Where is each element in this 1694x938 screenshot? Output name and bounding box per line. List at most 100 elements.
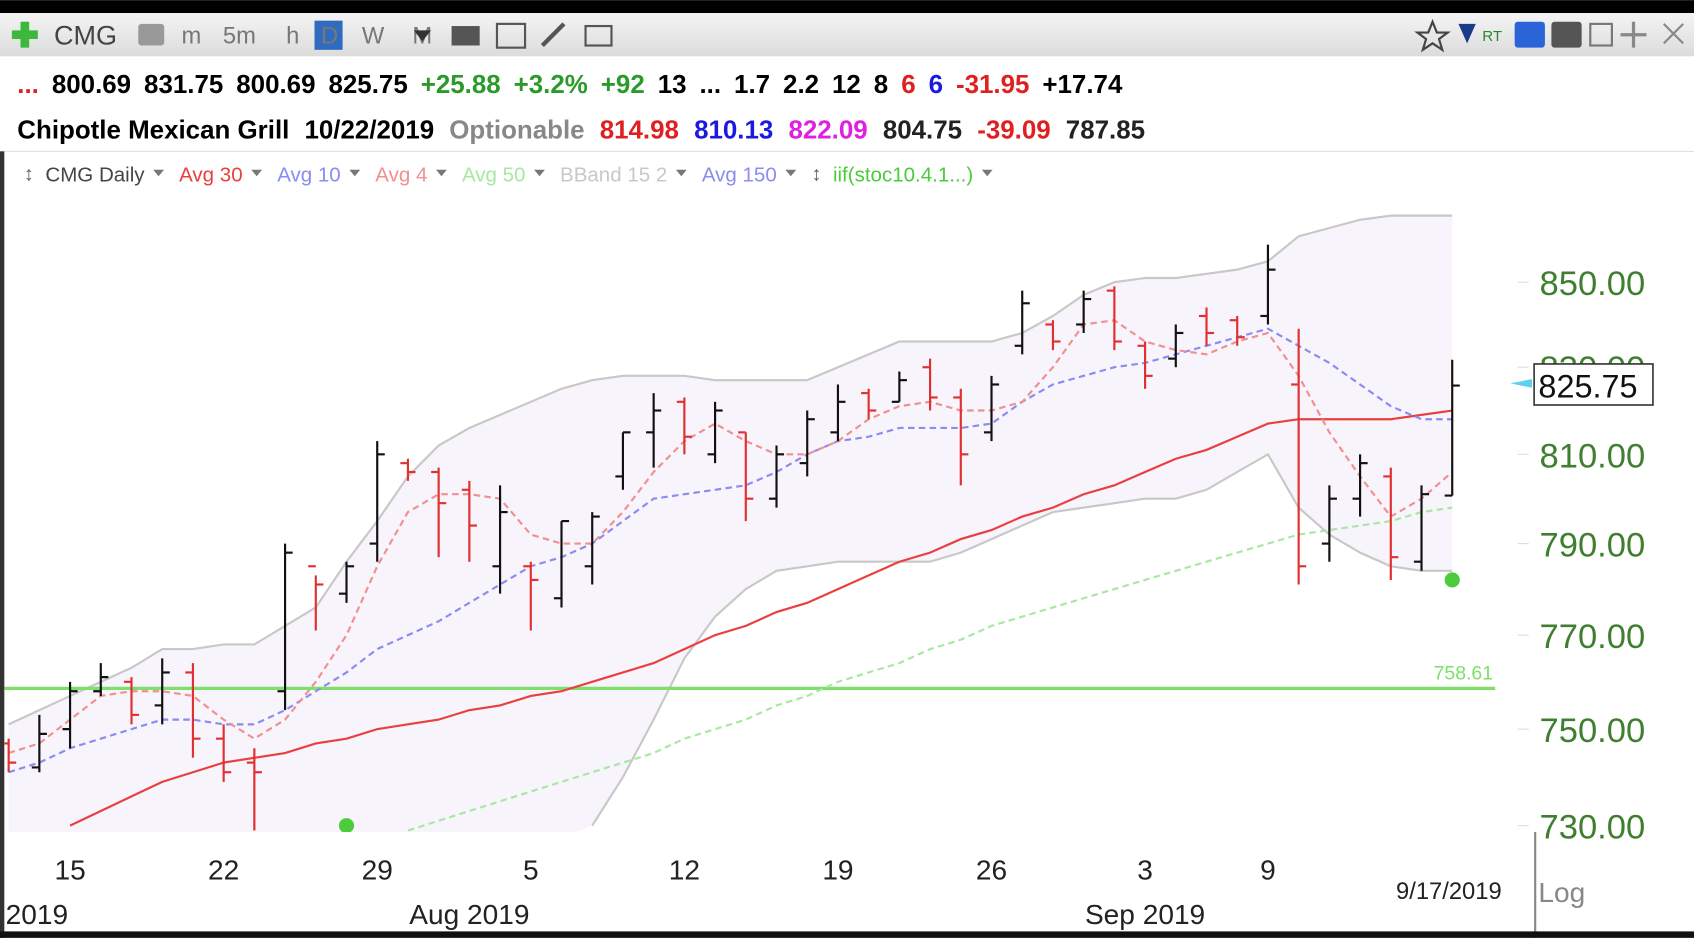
left-border bbox=[0, 151, 5, 938]
moving-average bbox=[407, 506, 1453, 832]
axis-corner bbox=[1534, 832, 1537, 938]
legend-entry[interactable]: Avg 4 bbox=[375, 164, 427, 187]
quote-field: ... bbox=[699, 71, 721, 99]
interval-button[interactable]: D bbox=[321, 22, 338, 49]
bottom-border bbox=[0, 931, 1694, 938]
interval-button[interactable]: h bbox=[286, 22, 299, 49]
x-tick-label: 19 bbox=[822, 855, 853, 886]
interval-button[interactable]: m bbox=[182, 22, 202, 49]
toolbar-icon[interactable] bbox=[138, 23, 165, 46]
quote-field: 814.98 bbox=[600, 116, 679, 144]
star-icon[interactable] bbox=[1414, 18, 1451, 53]
quote-field: 6 bbox=[929, 71, 943, 99]
note-icon[interactable] bbox=[584, 24, 613, 47]
interval-button[interactable]: 5m bbox=[223, 22, 256, 49]
window-icon[interactable] bbox=[1589, 22, 1613, 47]
legend-dropdown[interactable] bbox=[675, 169, 687, 177]
move-icon[interactable] bbox=[1620, 21, 1647, 48]
x-month-label: 2019 bbox=[6, 899, 68, 930]
legend-entry[interactable]: Avg 10 bbox=[277, 164, 341, 187]
quote-field: 800.69 bbox=[52, 71, 131, 99]
quote-field: ... bbox=[17, 71, 39, 99]
interval-button[interactable]: W bbox=[362, 22, 385, 49]
close-icon[interactable] bbox=[1662, 23, 1684, 45]
band-lower bbox=[591, 452, 1453, 827]
last-price-label: 825.75 bbox=[1538, 368, 1637, 404]
signal-dot bbox=[1444, 572, 1460, 588]
symbol[interactable]: CMG bbox=[54, 20, 117, 50]
moving-average bbox=[8, 319, 1453, 755]
legend-entry[interactable]: Avg 150 bbox=[702, 164, 777, 187]
band-fill bbox=[8, 215, 1453, 832]
legend-arrows: ↕ bbox=[811, 163, 821, 186]
x-month-label: Aug 2019 bbox=[409, 899, 529, 930]
quote-field: +3.2% bbox=[514, 71, 588, 99]
quote-field: 12 bbox=[832, 71, 861, 99]
legend-dropdown[interactable] bbox=[153, 169, 164, 177]
quote-field: 10/22/2019 bbox=[304, 116, 434, 144]
s-icon[interactable] bbox=[1514, 21, 1545, 48]
y-tick-label: 850.00 bbox=[1540, 265, 1646, 303]
quote-field: -39.09 bbox=[977, 116, 1050, 144]
x-tick-label: 22 bbox=[208, 855, 239, 886]
legend-dropdown[interactable] bbox=[785, 169, 797, 177]
x-tick-label: 3 bbox=[1137, 855, 1153, 886]
quote-field: Optionable bbox=[449, 116, 584, 144]
quote-field: 810.13 bbox=[694, 116, 773, 144]
flag-icon[interactable] bbox=[1458, 23, 1476, 44]
quote-field: 822.09 bbox=[788, 116, 867, 144]
legend-entry[interactable]: BBand 15 2 bbox=[560, 164, 667, 187]
quote-field: +92 bbox=[601, 71, 645, 99]
y-tick-label: 730.00 bbox=[1540, 809, 1646, 847]
quote-field: Chipotle Mexican Grill bbox=[17, 116, 289, 144]
x-tick-label: 5 bbox=[523, 855, 539, 886]
x-tick-label: 29 bbox=[362, 855, 393, 886]
legend-dropdown[interactable] bbox=[436, 169, 447, 177]
moving-average bbox=[69, 409, 1453, 827]
grid-icon[interactable] bbox=[495, 22, 527, 49]
quote-field: +17.74 bbox=[1042, 71, 1123, 99]
quote-field: 787.85 bbox=[1066, 116, 1145, 144]
x-tick-label: 12 bbox=[669, 855, 700, 886]
legend-dropdown[interactable] bbox=[534, 169, 545, 177]
quote-field: 1.7 bbox=[734, 71, 770, 99]
band-upper bbox=[8, 214, 1453, 726]
y-tick-label: 790.00 bbox=[1540, 527, 1646, 565]
t-icon[interactable] bbox=[1551, 21, 1582, 48]
quote-field: 6 bbox=[901, 71, 915, 99]
add-icon[interactable] bbox=[11, 21, 38, 48]
quote-field: 8 bbox=[874, 71, 888, 99]
legend-entry[interactable]: Avg 50 bbox=[462, 164, 526, 187]
top-border bbox=[0, 0, 1694, 14]
scale-label[interactable]: Log bbox=[1538, 877, 1585, 908]
pen-icon[interactable] bbox=[540, 22, 566, 48]
legend-dropdown[interactable] bbox=[981, 169, 993, 177]
quote-field: 13 bbox=[658, 71, 687, 99]
legend-arrows: ↕ bbox=[24, 163, 34, 186]
toolbar bbox=[0, 13, 1694, 57]
legend-entry[interactable]: Avg 30 bbox=[179, 164, 243, 187]
legend-dropdown[interactable] bbox=[251, 169, 263, 177]
y-tick-label: 810.00 bbox=[1540, 437, 1646, 475]
quote-field: 800.69 bbox=[236, 71, 315, 99]
last-price-pointer bbox=[1510, 379, 1532, 388]
dropdown-icon[interactable] bbox=[413, 30, 432, 42]
x-month-label: Sep 2019 bbox=[1085, 899, 1205, 930]
active-interval bbox=[314, 20, 343, 50]
rt-icon[interactable]: RT bbox=[1482, 28, 1502, 45]
x-tick-label: 26 bbox=[976, 855, 1007, 886]
legend-entry[interactable]: CMG Daily bbox=[45, 164, 145, 187]
x-tick-label: 9 bbox=[1260, 855, 1276, 886]
chart-type-icon[interactable] bbox=[451, 26, 480, 46]
last-date: 9/17/2019 bbox=[1396, 878, 1502, 905]
legend-entry[interactable]: iif(stoc10.4.1...) bbox=[833, 164, 973, 187]
y-tick-label: 750.00 bbox=[1540, 712, 1646, 750]
signal-dot bbox=[338, 818, 355, 832]
quote-field: 825.75 bbox=[328, 71, 407, 99]
moving-average bbox=[8, 327, 1453, 774]
quote-field: 831.75 bbox=[144, 71, 223, 99]
quote-field: 804.75 bbox=[883, 116, 962, 144]
legend-dropdown[interactable] bbox=[349, 169, 361, 177]
quote-field: +25.88 bbox=[421, 71, 501, 99]
